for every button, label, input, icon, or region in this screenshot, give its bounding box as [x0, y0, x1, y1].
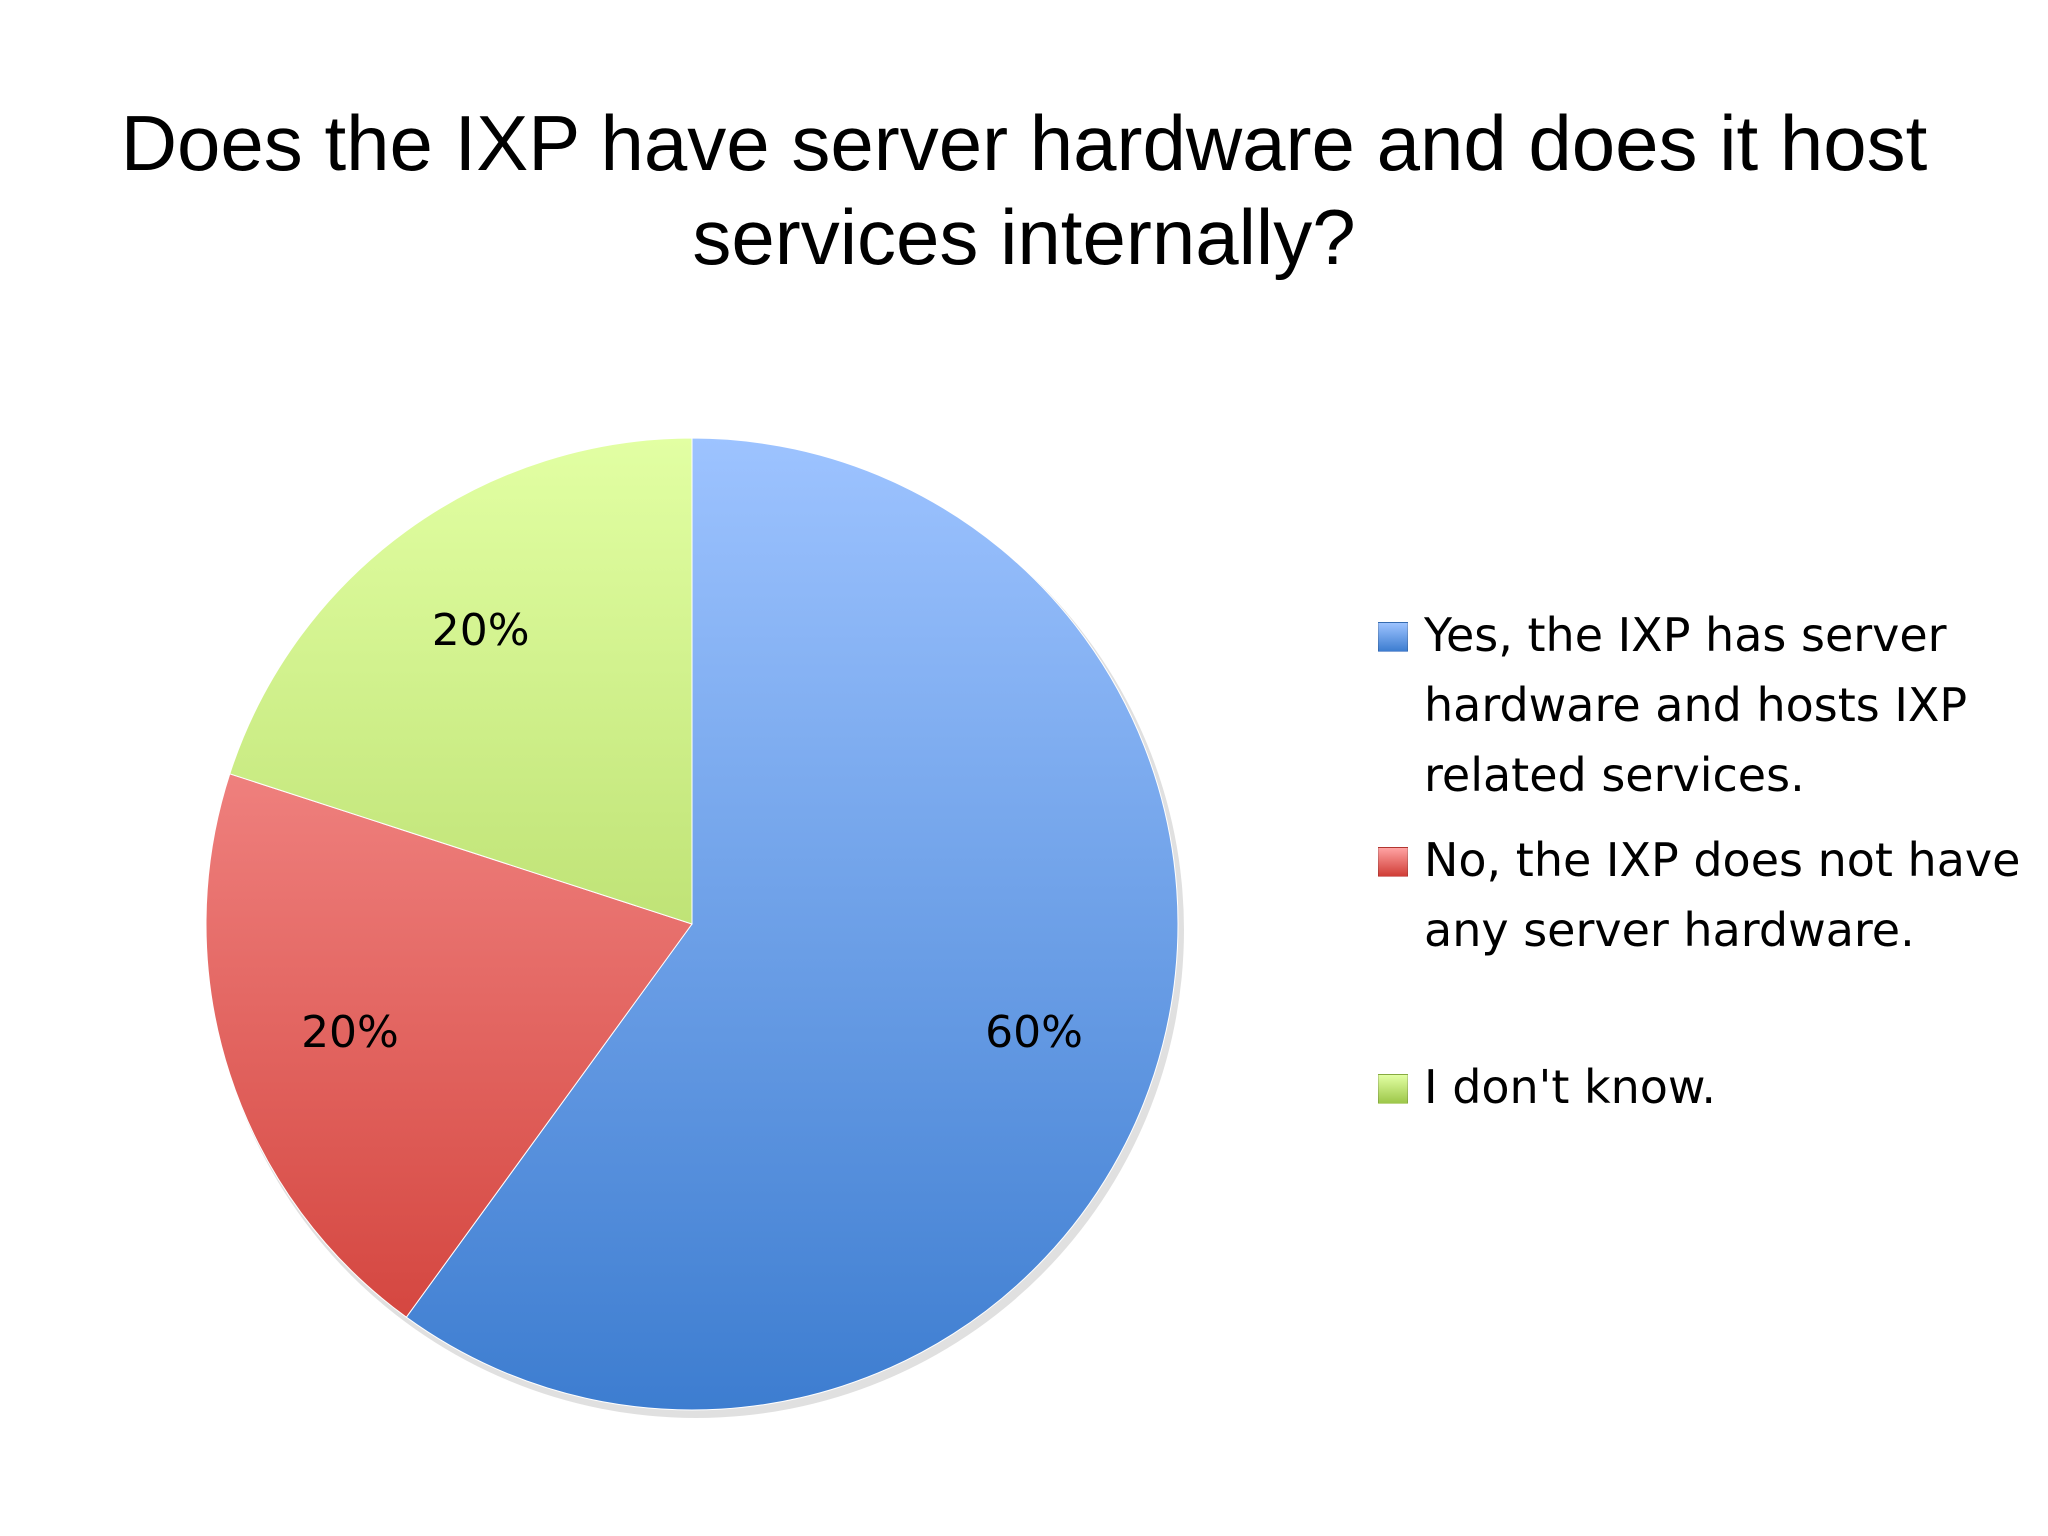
- pie-label-no: 20%: [301, 1007, 399, 1058]
- legend-label-no: No, the IXP does not have any server har…: [1424, 833, 2021, 957]
- legend-swatch-no: [1378, 847, 1408, 877]
- pie-slices: [205, 437, 1179, 1411]
- legend-swatch-dont-know: [1378, 1074, 1408, 1104]
- legend-swatch-yes: [1378, 622, 1408, 652]
- pie-label-dont-know: 20%: [432, 605, 530, 656]
- pie-slice-no: [205, 773, 693, 1318]
- pie-data-labels: 60% 20% 20%: [301, 605, 1083, 1058]
- chart-title: Does the IXP have server hardware and do…: [120, 99, 1928, 281]
- legend-label-yes: Yes, the IXP has server hardware and hos…: [1424, 608, 1968, 802]
- pie-label-yes: 60%: [985, 1007, 1083, 1058]
- pie-slice-yes: [405, 437, 1179, 1411]
- legend-label-dont-know: I don't know.: [1424, 1060, 1716, 1114]
- pie-slice-dont-know: [229, 437, 693, 925]
